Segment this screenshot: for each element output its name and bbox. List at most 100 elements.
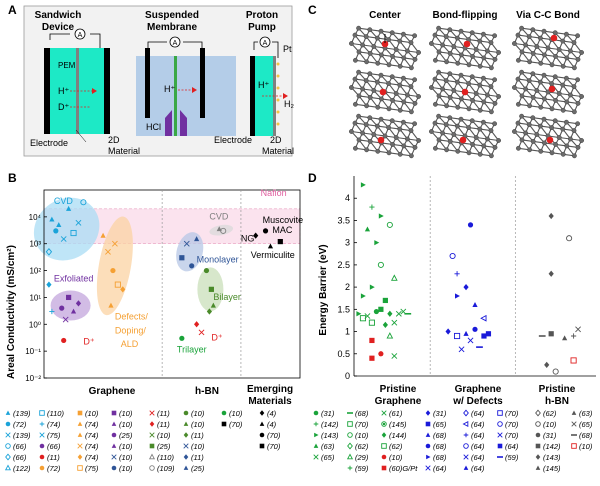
legend-label: (70)	[267, 442, 281, 451]
legend-label: (10)	[119, 464, 133, 473]
legend-marker	[381, 454, 387, 460]
y-tick-label: 10¹	[29, 293, 41, 302]
legend-marker	[425, 443, 431, 449]
legend-marker	[259, 443, 265, 449]
pump-title-1: Proton	[246, 10, 278, 21]
legend-marker	[39, 454, 45, 460]
label-monolayer: Monolayer	[197, 254, 239, 264]
legend-label: (10)	[191, 442, 205, 451]
legend-marker	[149, 465, 155, 471]
label-ng: NG	[241, 234, 255, 244]
data-point	[59, 305, 65, 311]
data-point	[356, 311, 362, 317]
data-point	[472, 326, 478, 332]
legend-label: (4)	[267, 409, 277, 418]
category-graphene-defects-2: w/ Defects	[452, 396, 503, 407]
legend-marker	[149, 443, 155, 449]
legend-label: (122)	[13, 464, 31, 473]
legend-marker	[314, 432, 319, 438]
legend-label: (63)	[579, 409, 593, 418]
legend-marker	[535, 421, 541, 427]
data-point	[485, 331, 492, 337]
label-nafion: Nafion	[261, 188, 287, 198]
panel-d: D Energy Barrier (eV) 00.511.522.533.54 …	[308, 171, 596, 473]
legend-label: (72)	[47, 464, 61, 473]
lattice-image	[428, 25, 501, 71]
data-point	[45, 247, 53, 256]
legend-label: (25)	[191, 464, 205, 473]
data-point	[463, 283, 469, 291]
legend-marker	[313, 443, 319, 448]
legend-marker	[571, 410, 577, 415]
pump-pt-particles	[276, 62, 280, 126]
sandwich-material-leader	[75, 129, 87, 143]
legend-marker	[535, 454, 541, 460]
data-point	[360, 293, 366, 299]
legend-marker	[5, 421, 11, 427]
legend-marker	[5, 443, 11, 449]
category-pristine-hbn-1: Pristine	[539, 384, 576, 395]
legend-label: (139)	[13, 431, 31, 440]
data-point	[387, 310, 393, 317]
membrane-h-label: H⁺	[164, 84, 175, 94]
data-point	[70, 308, 77, 314]
sandwich-ammeter-label: A	[78, 32, 83, 39]
legend-label: (70)	[505, 409, 519, 418]
legend-label: (66)	[47, 442, 61, 451]
legend-label: (10)	[229, 409, 243, 418]
legend-marker	[111, 410, 117, 416]
legend-marker	[346, 453, 354, 460]
lattice-image	[512, 113, 584, 159]
legend-label: (65)	[433, 420, 447, 429]
data-point	[262, 228, 269, 234]
category-pristine-graphene-2: Graphene	[375, 396, 422, 407]
legend-marker	[148, 453, 156, 460]
data-point	[382, 297, 388, 304]
sandwich-ammeter-icon	[74, 28, 86, 40]
legend-marker	[183, 421, 189, 426]
column-center: Center	[369, 10, 401, 21]
data-point	[467, 337, 474, 344]
data-point	[369, 204, 375, 210]
legend-label: (11)	[157, 420, 170, 429]
legend-label: (142)	[543, 442, 561, 451]
legend-label: (70)	[229, 420, 243, 429]
legend-marker	[463, 465, 469, 470]
label-ald: ALD	[121, 339, 139, 349]
legend-marker	[111, 454, 117, 460]
legend-label: (70)	[267, 431, 281, 440]
legend-label: (62)	[543, 409, 557, 418]
pump-h-label: H⁺	[258, 80, 269, 90]
data-point	[360, 182, 366, 188]
legend-label: (59)	[505, 453, 519, 462]
panel-b-axes	[43, 189, 301, 379]
legend-marker	[39, 432, 45, 438]
legend-label: (110)	[47, 409, 64, 418]
legend-marker	[347, 442, 353, 450]
pump-material-1: 2D	[270, 135, 282, 145]
panel-b-legend: (139) (72) (139) (66) (66) (122) (110) (74) (75)…	[4, 409, 281, 473]
legend-marker	[463, 443, 469, 449]
data-point	[267, 243, 274, 249]
legend-marker	[77, 432, 83, 437]
legend-marker	[425, 432, 431, 437]
pump-title-2: Pump	[248, 22, 276, 33]
label-doping: Doping/	[115, 326, 147, 336]
legend-marker	[5, 410, 11, 415]
data-point	[61, 337, 67, 344]
data-point	[570, 333, 577, 339]
pump-h-arrowhead	[283, 93, 288, 99]
legend-label: (65)	[321, 453, 335, 462]
proton-marker	[546, 136, 554, 144]
y-tick-label: 10³	[29, 240, 41, 249]
legend-marker	[313, 421, 319, 427]
y-tick-label: 10⁻²	[25, 374, 41, 383]
y-tick-label: 2	[345, 282, 350, 292]
lattice-image	[428, 69, 501, 115]
data-point	[369, 337, 375, 344]
membrane-electrode-right	[200, 48, 205, 118]
legend-label: (64)	[433, 464, 447, 473]
legend-label: (10)	[191, 420, 205, 429]
y-tick-label: 10⁻¹	[25, 347, 41, 356]
